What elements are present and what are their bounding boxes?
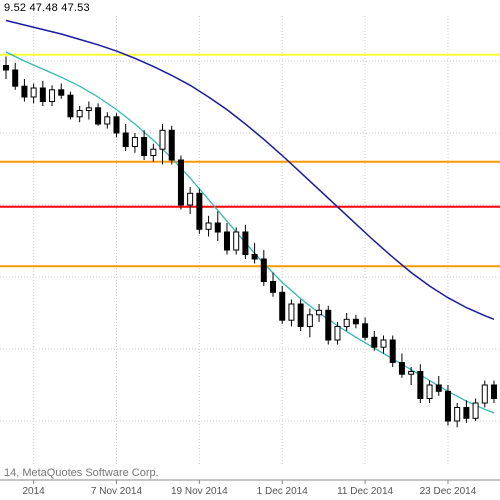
candle xyxy=(105,117,110,124)
candle xyxy=(492,385,497,399)
candle xyxy=(427,385,432,399)
x-axis-label: 7 Nov 2014 xyxy=(91,486,142,497)
candle xyxy=(344,319,349,326)
candle xyxy=(59,90,64,95)
ma-slow xyxy=(6,21,494,320)
candle xyxy=(77,111,82,117)
candle xyxy=(473,403,478,418)
candle xyxy=(188,193,193,205)
candle xyxy=(418,372,423,399)
candle xyxy=(317,310,322,315)
candle xyxy=(381,340,386,347)
candle xyxy=(160,130,165,149)
candle xyxy=(13,70,18,86)
x-axis-label: 1 Dec 2014 xyxy=(257,486,308,497)
candle xyxy=(372,337,377,347)
candle xyxy=(298,304,303,327)
candle xyxy=(215,223,220,232)
candle xyxy=(4,66,9,71)
candle xyxy=(206,223,211,229)
candle xyxy=(123,133,128,147)
candle xyxy=(114,117,119,133)
candle xyxy=(22,86,27,97)
candle xyxy=(326,310,331,340)
candle xyxy=(50,90,55,102)
candle xyxy=(252,255,257,260)
candle xyxy=(464,408,469,419)
candle xyxy=(399,363,404,375)
candle xyxy=(243,232,248,255)
candle xyxy=(307,315,312,327)
candle xyxy=(482,385,487,403)
candle xyxy=(409,372,414,375)
chart-root: 9.52 47.48 47.53 14, MetaQuotes Software… xyxy=(0,0,500,500)
candle xyxy=(234,232,239,250)
candle xyxy=(169,130,174,160)
candle xyxy=(96,108,101,124)
candle xyxy=(86,108,91,111)
candle xyxy=(363,324,368,338)
candle xyxy=(455,408,460,422)
x-axis-label: 23 Dec 2014 xyxy=(420,486,477,497)
candle xyxy=(289,304,294,320)
candle xyxy=(142,138,147,156)
candle xyxy=(178,160,183,205)
candle xyxy=(335,327,340,341)
candle xyxy=(353,319,358,324)
x-axis-label: 2014 xyxy=(22,486,44,497)
candle xyxy=(31,88,36,97)
candle xyxy=(261,259,266,282)
candle xyxy=(390,340,395,363)
copyright-text: 14, MetaQuotes Software Corp. xyxy=(4,467,159,479)
candle xyxy=(68,95,73,117)
chart-plot[interactable] xyxy=(0,0,500,500)
candle xyxy=(436,385,441,391)
x-axis-label: 11 Dec 2014 xyxy=(337,486,393,497)
candle xyxy=(197,193,202,229)
candle xyxy=(224,232,229,250)
candle xyxy=(445,391,450,421)
candle xyxy=(151,149,156,155)
candle xyxy=(40,88,45,102)
candle xyxy=(132,138,137,147)
candle xyxy=(280,292,285,320)
candle xyxy=(271,282,276,293)
x-axis-label: 19 Nov 2014 xyxy=(171,486,228,497)
